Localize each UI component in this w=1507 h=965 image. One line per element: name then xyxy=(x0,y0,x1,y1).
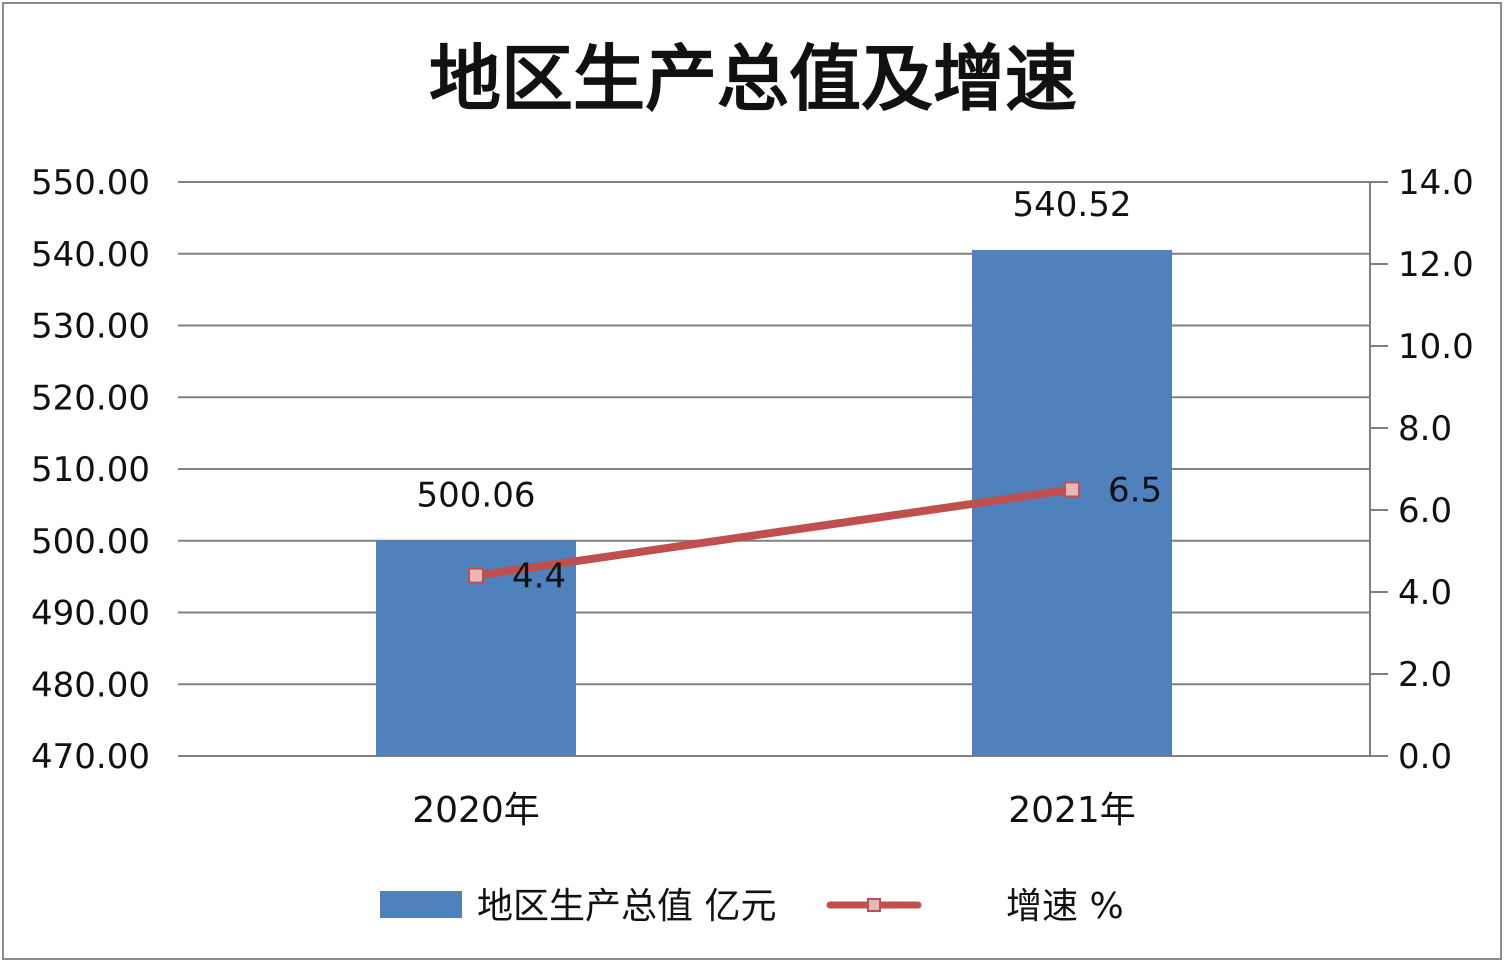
legend-label-gdp: 地区生产总值 亿元 xyxy=(477,886,776,927)
y-left-tick-label: 470.00 xyxy=(31,737,150,777)
legend-label-growth: 增速 % xyxy=(1006,886,1124,927)
y-right-tick-label: 6.0 xyxy=(1398,491,1452,531)
y-right-tick-label: 8.0 xyxy=(1398,409,1452,449)
y-right-tick-label: 4.0 xyxy=(1398,573,1452,613)
y-right-tick-label: 14.0 xyxy=(1398,163,1474,203)
growth-point-1 xyxy=(1064,481,1080,498)
y-right-tick-label: 2.0 xyxy=(1398,655,1452,695)
x-category-label: 2021年 xyxy=(1008,790,1136,831)
growth-value-label: 4.4 xyxy=(512,557,566,597)
y-right-tick-label: 10.0 xyxy=(1398,327,1474,367)
gridlines xyxy=(178,181,1370,757)
y-left-tick-label: 510.00 xyxy=(31,450,150,490)
y-left-tick-label: 520.00 xyxy=(31,378,150,418)
bar-value-label: 540.52 xyxy=(1013,185,1132,225)
legend-swatch-gdp xyxy=(380,891,462,918)
line-series xyxy=(468,481,1080,584)
y-right-tick-label: 0.0 xyxy=(1398,737,1452,777)
x-category-label: 2020年 xyxy=(412,790,540,831)
growth-value-label: 6.5 xyxy=(1108,471,1162,511)
bar-value-label: 500.06 xyxy=(417,475,536,515)
growth-line xyxy=(472,485,1076,580)
y-right-tick-label: 12.0 xyxy=(1398,245,1474,285)
legend-swatch-growth-marker xyxy=(867,898,881,912)
y-left-tick-label: 550.00 xyxy=(31,163,150,203)
data-labels: 500.06 540.52 4.4 6.5 xyxy=(417,185,1163,597)
chart-title: 地区生产总值及增速 xyxy=(429,36,1077,121)
growth-point-0 xyxy=(468,567,484,584)
y-left-tick-label: 490.00 xyxy=(31,594,150,634)
y-left-tick-label: 480.00 xyxy=(31,665,150,705)
y-left-tick-label: 530.00 xyxy=(31,307,150,347)
y-left-tick-label: 540.00 xyxy=(31,235,150,275)
legend: 地区生产总值 亿元 增速 % xyxy=(380,886,1124,927)
axes: 550.00 540.00 530.00 520.00 510.00 500.00 490.… xyxy=(31,163,1474,831)
y-left-tick-label: 500.00 xyxy=(31,522,150,562)
